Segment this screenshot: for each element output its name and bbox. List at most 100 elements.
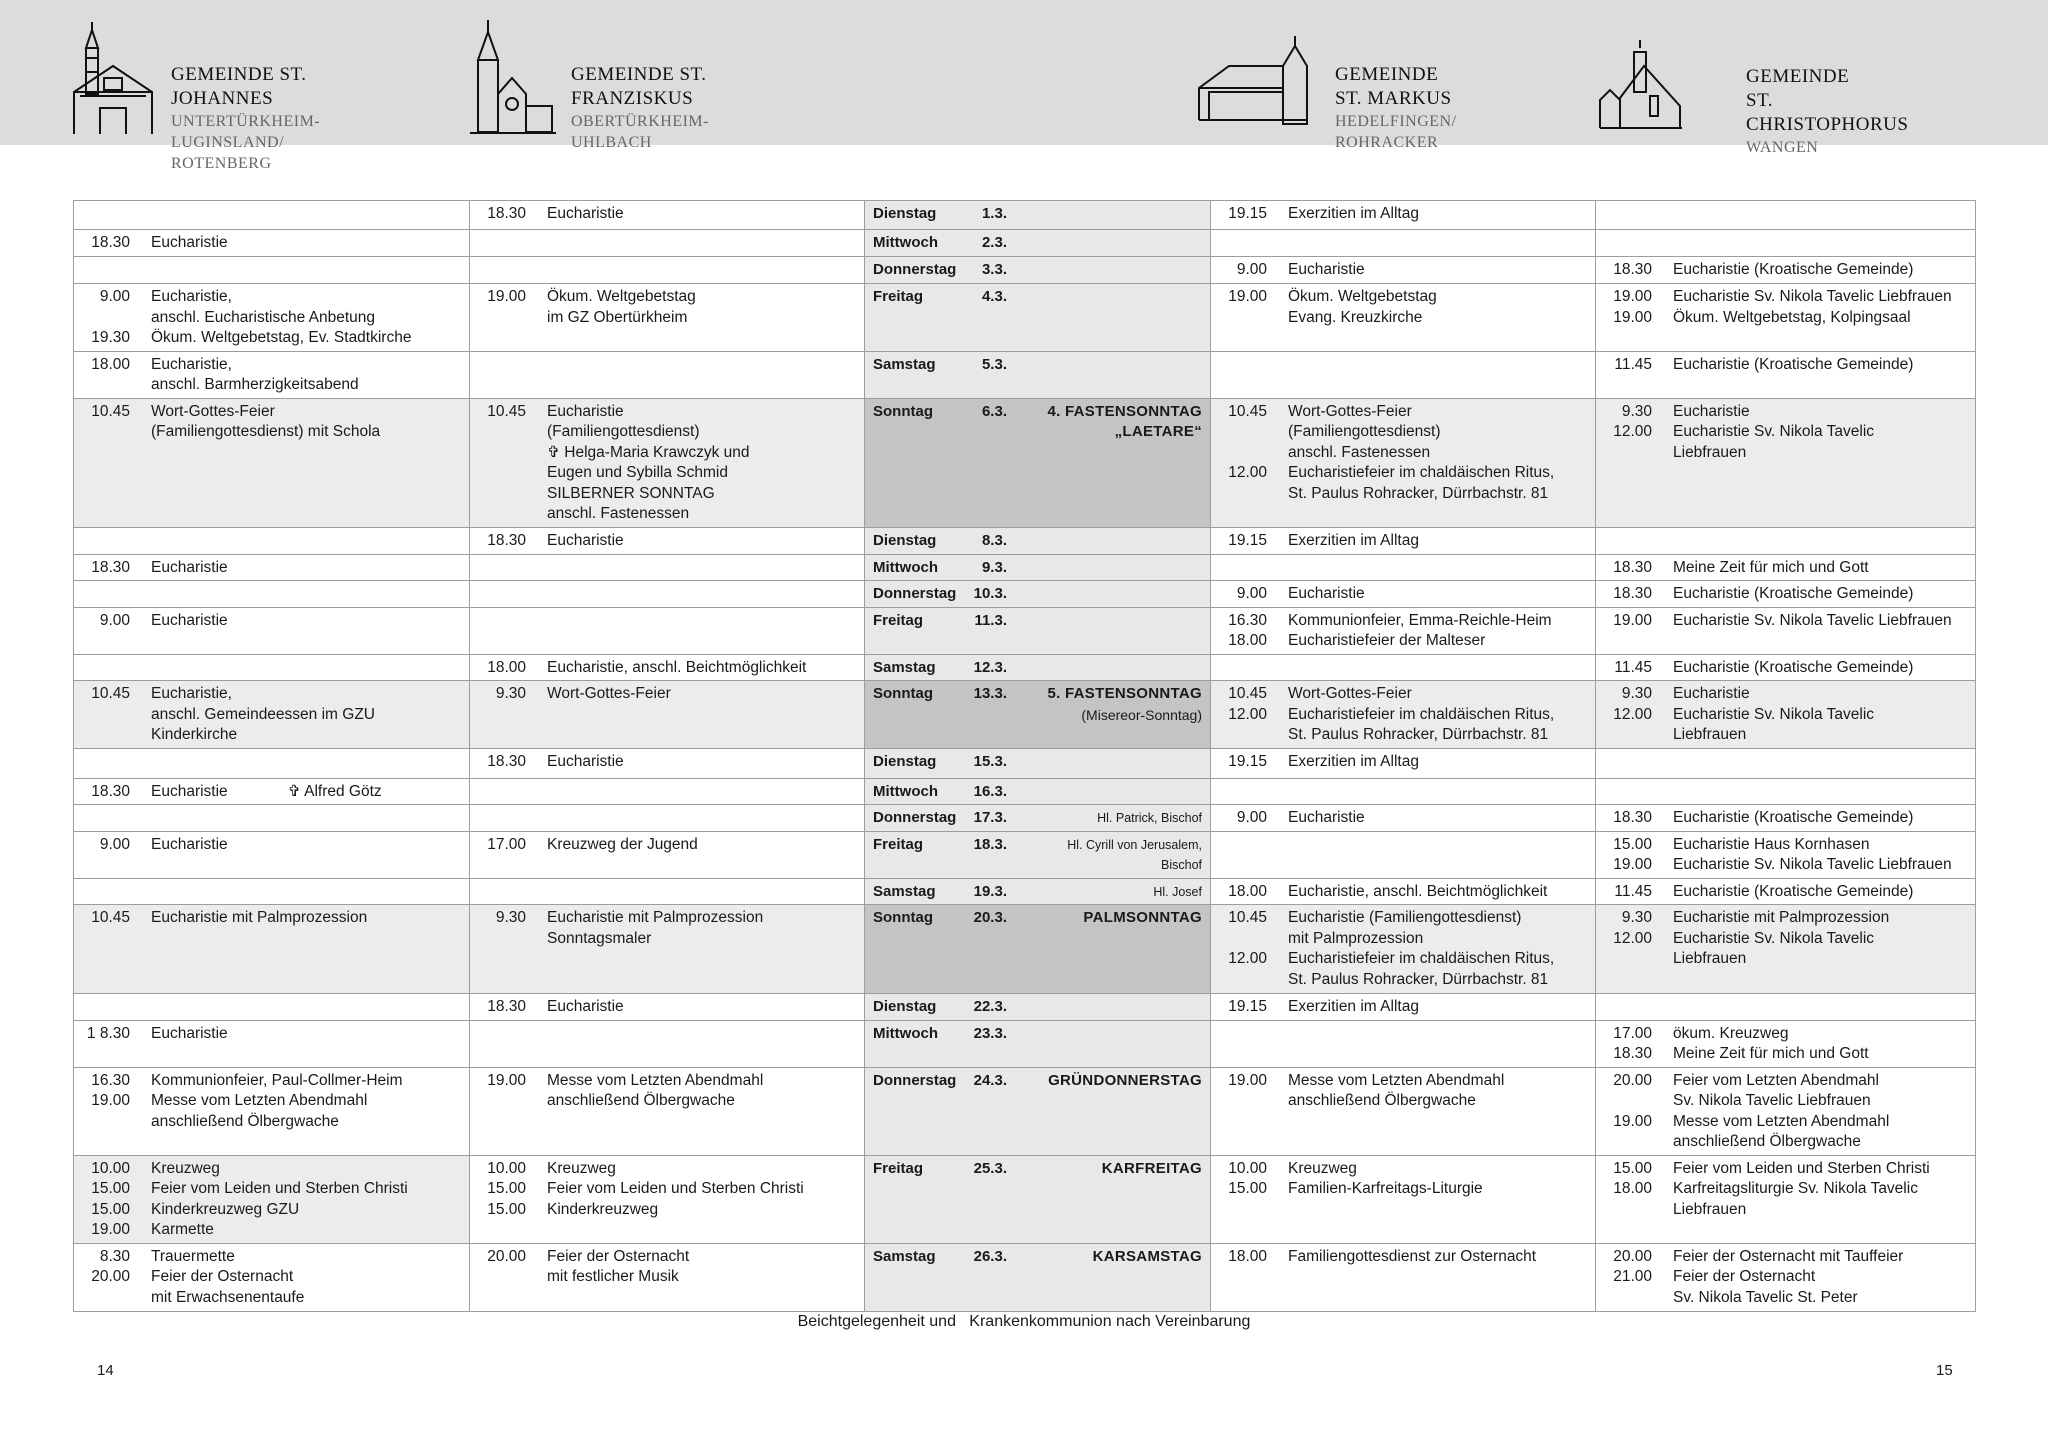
service-entry: 18.00 Eucharistie, anschl. Beichtmöglichk… bbox=[470, 658, 864, 679]
service-text: Sonntagsmaler bbox=[547, 929, 652, 947]
service-entry: 15.00 Feier vom Leiden und Sterben Christ… bbox=[1596, 1159, 1975, 1180]
day-name: Donnerstag bbox=[873, 809, 957, 826]
day-date: 26.3. bbox=[973, 1247, 1007, 1265]
service-time bbox=[470, 504, 526, 525]
service-time bbox=[1211, 1091, 1267, 1112]
service-text: (Familiengottesdienst) bbox=[1288, 423, 1441, 440]
service-time bbox=[1596, 1132, 1652, 1153]
service-entry: 19.00 Messe vom Letzten Abendmahl bbox=[1211, 1071, 1595, 1092]
service-text: Eucharistie bbox=[1288, 261, 1365, 278]
service-text: Liebfrauen bbox=[1673, 1200, 1747, 1218]
service-text: Liebfrauen bbox=[1673, 726, 1747, 743]
service-text: Kommunionfeier, Paul-Collmer-Heim bbox=[151, 1071, 403, 1089]
cell-franziskus: 18.30 Eucharistie bbox=[469, 747, 865, 779]
service-text: Familien-Karfreitags-Liturgie bbox=[1288, 1180, 1483, 1197]
service-text: Eucharistie mit Palmprozession bbox=[547, 909, 764, 926]
service-entry: 11.45 Eucharistie (Kroatische Gemeinde) bbox=[1596, 658, 1975, 679]
service-entry: 1 8.30 Eucharistie bbox=[74, 1024, 469, 1045]
service-entry: anschl. Fastenessen bbox=[1211, 443, 1595, 464]
cell-johannes bbox=[73, 747, 470, 779]
service-time: 19.15 bbox=[1228, 998, 1267, 1015]
service-text: Feier der Osternacht mit Tauffeier bbox=[1673, 1247, 1904, 1265]
day-date: 1.3. bbox=[981, 205, 1007, 222]
service-text: Eucharistie (Familiengottesdienst) bbox=[1288, 909, 1522, 926]
service-text: Kinderkreuzweg GZU bbox=[151, 1200, 300, 1218]
service-entry: 18.00 Eucharistie, anschl. Beichtmöglichk… bbox=[1211, 882, 1595, 903]
service-time: 12.00 bbox=[1228, 705, 1267, 723]
cell-markus: 19.00 Ökum. Weltgebetstag Evang. Kreuzkirc… bbox=[1210, 283, 1596, 352]
day-name: Freitag bbox=[873, 288, 924, 305]
service-entry: 9.30 Eucharistie mit Palmprozession bbox=[470, 908, 864, 929]
day-date: 23.3. bbox=[973, 1024, 1007, 1042]
day-cell: Mittwoch 9.3. bbox=[864, 553, 1211, 581]
service-entry: 18.30 Eucharistie bbox=[74, 558, 469, 579]
day-header: Sonntag 20.3. PALMSONNTAG bbox=[865, 908, 1210, 929]
service-time: 9.30 bbox=[1621, 402, 1652, 420]
service-text: Kreuzweg bbox=[1288, 1159, 1357, 1177]
service-time bbox=[74, 422, 130, 443]
cell-christophorus bbox=[1595, 747, 1976, 779]
service-entry: Evang. Kreuzkirche bbox=[1211, 308, 1595, 329]
cell-franziskus: 18.30 Eucharistie bbox=[469, 993, 865, 1021]
table-row: 10.45 Eucharistie, anschl. Gemeindeessen i… bbox=[73, 680, 1976, 749]
service-entry: 19.15 Exerzitien im Alltag bbox=[1211, 997, 1595, 1018]
feast-label: Hl. Patrick, Bischof bbox=[1007, 808, 1202, 829]
cell-christophorus: 18.30 Eucharistie (Kroatische Gemeinde) bbox=[1595, 256, 1976, 284]
service-entry: 12.00 Eucharistiefeier im chaldäischen Ri… bbox=[1211, 949, 1595, 970]
day-header: Dienstag 1.3. bbox=[865, 204, 1210, 225]
cell-christophorus: 11.45 Eucharistie (Kroatische Gemeinde) bbox=[1595, 350, 1976, 399]
service-text: Kreuzweg bbox=[151, 1159, 220, 1177]
service-entry: SILBERNER SONNTAG bbox=[470, 484, 864, 505]
service-time: 10.45 bbox=[91, 402, 130, 420]
church-st-christophorus-icon bbox=[1599, 40, 1682, 129]
cell-franziskus bbox=[469, 350, 865, 399]
service-entry: anschl. Gemeindeessen im GZU bbox=[74, 705, 469, 726]
service-text: im GZ Obertürkheim bbox=[547, 308, 688, 326]
service-text: Eucharistiefeier im chaldäischen Ritus, bbox=[1288, 464, 1555, 481]
service-time: 10.45 bbox=[91, 685, 130, 702]
service-text: Eucharistie Sv. Nikola Tavelic Liebfraue… bbox=[1673, 856, 1952, 873]
service-time: 15.00 bbox=[91, 1200, 130, 1218]
service-entry: 18.00 Eucharistiefeier der Malteser bbox=[1211, 631, 1595, 652]
cell-johannes: 16.30 Kommunionfeier, Paul-Collmer-Heim 19… bbox=[73, 1066, 470, 1156]
service-entry: 19.00 Ökum. Weltgebetstag bbox=[470, 287, 864, 308]
service-entry: 15.00 Kinderkreuzweg bbox=[470, 1200, 864, 1221]
service-text: anschließend Ölbergwache bbox=[151, 1112, 339, 1130]
cell-franziskus: 10.00 Kreuzweg 15.00 Feier vom Leiden und S… bbox=[469, 1154, 865, 1244]
service-entry: 19.15 Exerzitien im Alltag bbox=[1211, 531, 1595, 552]
service-time bbox=[1596, 1091, 1652, 1112]
day-date: 24.3. bbox=[973, 1071, 1007, 1089]
service-time: 20.00 bbox=[487, 1247, 526, 1265]
page-number-right: 15 bbox=[1936, 1362, 1953, 1379]
service-time: 8.30 bbox=[99, 1247, 130, 1265]
cell-franziskus: 18.30 Eucharistie bbox=[469, 526, 865, 555]
cell-johannes: 18.00 Eucharistie, anschl. Barmherzigkeits… bbox=[73, 350, 470, 399]
service-entry: Eugen und Sybilla Schmid bbox=[470, 463, 864, 484]
service-entry: 15.00 Eucharistie Haus Kornhasen bbox=[1596, 835, 1975, 856]
service-text: Trauermette bbox=[151, 1247, 235, 1265]
service-time: 12.00 bbox=[1613, 929, 1652, 947]
cell-franziskus: 9.30 Wort-Gottes-Feier bbox=[469, 680, 865, 749]
service-time: 18.30 bbox=[487, 531, 526, 549]
day-name: Donnerstag bbox=[873, 261, 957, 278]
table-row: 18.30 Eucharistie Dienstag 8.3. 19.15 Exerzit… bbox=[73, 526, 1976, 555]
table-row: 9.00 Eucharistie 17.00 Kreuzweg der Jugend F… bbox=[73, 830, 1976, 879]
day-cell: Freitag 4.3. bbox=[864, 283, 1211, 352]
day-name: Samstag bbox=[873, 658, 936, 676]
service-text: Eucharistie Sv. Nikola Tavelic bbox=[1673, 423, 1875, 440]
service-entry: 15.00 Kinderkreuzweg GZU bbox=[74, 1200, 469, 1221]
cell-johannes: 18.30 Eucharistie bbox=[73, 229, 470, 257]
service-text: Eucharistie, bbox=[151, 288, 232, 305]
table-row: 8.30 Trauermette 20.00 Feier der Osternacht… bbox=[73, 1242, 1976, 1312]
day-date: 10.3. bbox=[973, 585, 1007, 602]
day-header: Freitag 4.3. bbox=[865, 287, 1210, 308]
day-date: 18.3. bbox=[973, 835, 1007, 853]
service-entry: 10.45 Wort-Gottes-Feier bbox=[1211, 402, 1595, 423]
service-time: 12.00 bbox=[1613, 423, 1652, 440]
feast-label: 4. FASTENSONNTAG „LAETARE“ bbox=[1007, 402, 1202, 443]
table-row: 18.30 Eucharistie Mittwoch 9.3. 18.30 Meine Z… bbox=[73, 553, 1976, 581]
service-time: 19.15 bbox=[1228, 205, 1267, 222]
cell-franziskus: 10.45 Eucharistie (Familiengottesdienst) ✞ … bbox=[469, 397, 865, 528]
cell-markus: 18.00 Eucharistie, anschl. Beichtmöglichk… bbox=[1210, 877, 1596, 905]
service-text: Eucharistie bbox=[547, 998, 624, 1015]
